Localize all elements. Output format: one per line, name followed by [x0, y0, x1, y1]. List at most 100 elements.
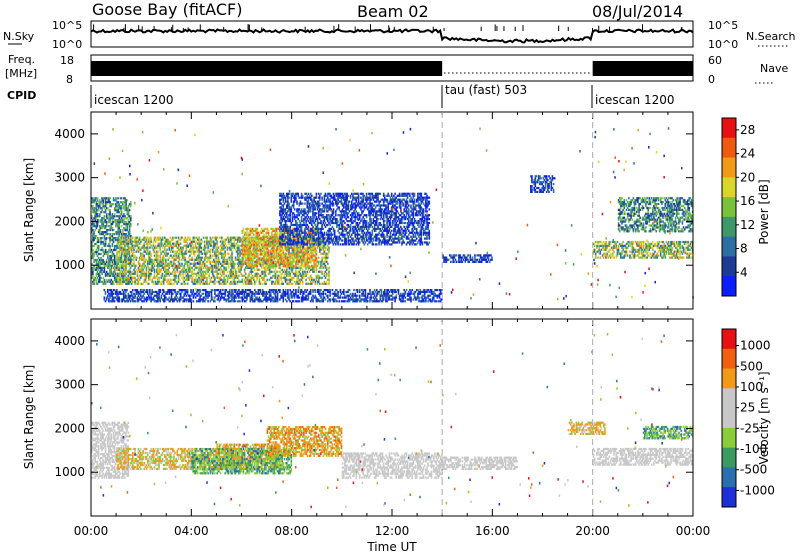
- power-cell: [235, 281, 237, 283]
- power-cell: [239, 251, 241, 253]
- power-cell: [226, 275, 228, 277]
- power-cell: [203, 279, 205, 281]
- power-cell: [247, 279, 249, 281]
- power-cell: [116, 265, 118, 267]
- power-cell: [178, 255, 180, 257]
- power-cell: [223, 271, 225, 273]
- power-cell: [195, 251, 197, 253]
- power-cell: [96, 217, 98, 219]
- power-cell: [263, 230, 265, 232]
- power-cell: [107, 229, 109, 231]
- power-cell: [317, 224, 319, 226]
- power-cell: [121, 281, 123, 283]
- power-cell: [323, 228, 325, 230]
- power-cell: [212, 255, 214, 257]
- power-cell: [125, 241, 127, 243]
- power-cell: [215, 239, 217, 241]
- power-cell: [174, 273, 176, 275]
- power-cell: [313, 216, 315, 218]
- power-cell: [99, 259, 101, 261]
- power-cell: [280, 199, 282, 201]
- power-cell: [267, 244, 269, 246]
- power-cell: [166, 275, 168, 277]
- power-cell: [107, 217, 109, 219]
- power-cell: [319, 204, 321, 206]
- power-cell: [235, 257, 237, 259]
- power-cell: [149, 251, 151, 253]
- power-cell: [124, 257, 126, 259]
- power-cell: [292, 230, 294, 232]
- power-cell: [145, 265, 147, 267]
- power-cell: [301, 216, 303, 218]
- power-cell: [150, 253, 152, 255]
- power-cell: [121, 269, 123, 271]
- power-cell: [226, 267, 228, 269]
- power-cell: [190, 247, 192, 249]
- power-cell: [310, 208, 312, 210]
- power-cell: [163, 255, 165, 257]
- power-cell: [289, 218, 291, 220]
- power-cell: [140, 243, 142, 245]
- power-cell: [243, 257, 245, 259]
- power-cell: [133, 251, 135, 253]
- power-cell: [104, 235, 106, 237]
- power-cell: [307, 218, 309, 220]
- power-cell: [100, 277, 102, 279]
- power-cell: [226, 269, 228, 271]
- freq-left-tick-bottom: 8: [66, 73, 73, 86]
- power-cell: [328, 214, 330, 216]
- power-heatmap-cells: [91, 127, 694, 302]
- power-cell: [288, 193, 290, 195]
- power-cell: [243, 230, 245, 232]
- power-cell: [172, 271, 174, 273]
- power-cell: [205, 245, 207, 247]
- power-cell: [340, 238, 342, 240]
- power-cell: [321, 259, 323, 261]
- power-cell: [130, 271, 132, 273]
- power-cell: [318, 263, 320, 265]
- power-cell: [198, 253, 200, 255]
- power-cell: [107, 215, 109, 217]
- power-cell: [97, 255, 99, 257]
- power-cell: [336, 239, 338, 241]
- power-cell: [155, 281, 157, 283]
- power-cell: [284, 275, 286, 277]
- power-cell: [113, 283, 115, 285]
- power-cell: [158, 281, 160, 283]
- power-cell: [109, 263, 111, 265]
- power-cell: [130, 267, 132, 269]
- power-cell: [121, 213, 123, 215]
- power-cell: [333, 193, 335, 195]
- power-cell: [235, 263, 237, 265]
- power-cell: [269, 257, 271, 259]
- power-cell: [300, 201, 302, 203]
- power-cell: [337, 230, 339, 232]
- power-cell: [334, 216, 336, 218]
- power-cell: [218, 255, 220, 257]
- power-cell: [270, 236, 272, 238]
- power-cell: [201, 267, 203, 269]
- power-cell: [310, 275, 312, 277]
- power-cell: [117, 197, 119, 199]
- noise-trace: [91, 24, 693, 42]
- power-cell: [305, 279, 307, 281]
- power-cell: [137, 257, 139, 259]
- power-cell: [317, 283, 319, 285]
- power-cell: [328, 222, 330, 224]
- power-cell: [242, 281, 244, 283]
- power-cell: [181, 283, 183, 285]
- power-cell: [230, 269, 232, 271]
- power-cell: [289, 238, 291, 240]
- power-cell: [195, 265, 197, 267]
- power-cell: [284, 239, 286, 241]
- power-cell: [99, 265, 101, 267]
- power-cell: [111, 205, 113, 207]
- power-cell: [150, 237, 152, 239]
- power-cell: [315, 281, 317, 283]
- power-cell: [221, 263, 223, 265]
- power-cell: [299, 251, 301, 253]
- power-cell: [263, 234, 265, 236]
- power-cell: [208, 269, 210, 271]
- power-cell: [175, 275, 177, 277]
- power-cell: [169, 271, 171, 273]
